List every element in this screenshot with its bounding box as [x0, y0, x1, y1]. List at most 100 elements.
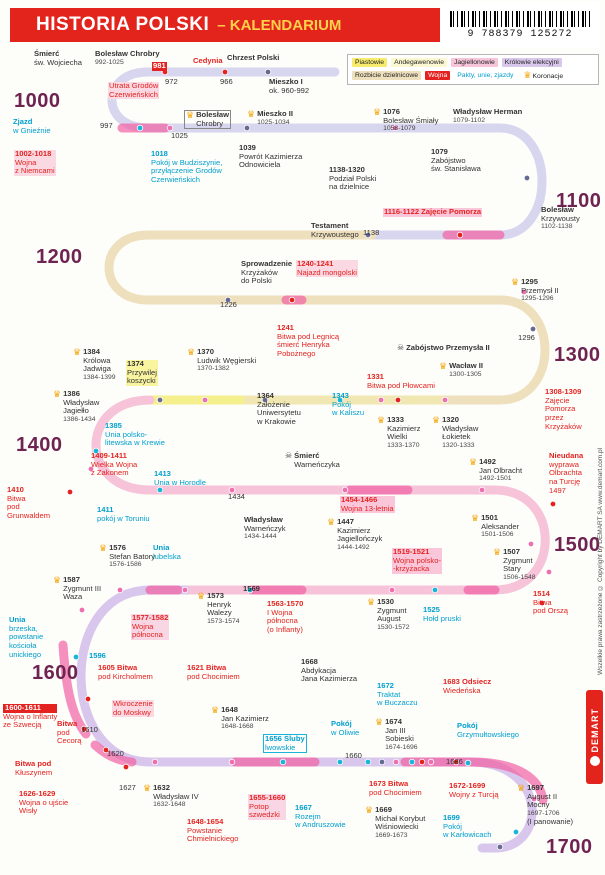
event-line: Mieszko II [257, 109, 293, 118]
timeline-event: ♛ 1507 Zygmunt Stary 1506-1548 [492, 547, 537, 582]
event-line: 966 [220, 77, 233, 86]
legend-item: Andegawenowie [391, 58, 447, 67]
event-text: Mieszko II 1025-1034 [257, 109, 293, 126]
event-line: I Wojna [267, 607, 293, 617]
year-label: 1600 [32, 662, 79, 684]
event-line: 1563-1570 [267, 599, 304, 608]
event-line: Waza [63, 592, 83, 602]
timeline-event: 1525 Hołd pruski [422, 605, 462, 623]
crown-icon: ♛ [143, 783, 152, 793]
crown-icon: ♛ [99, 543, 108, 553]
event-line: pod Kircholmem [98, 671, 153, 681]
event-text: 1296 [518, 333, 535, 343]
event-text: Pokój Grzymułtowskiego [457, 721, 519, 739]
crown-icon: ♛ [517, 783, 526, 793]
timeline-event: Pokój Grzymułtowskiego [456, 721, 520, 739]
event-dot [228, 758, 236, 766]
crown-icon: ♛ [511, 277, 520, 287]
event-line: 1241 [277, 323, 294, 332]
event-line: 1364 [257, 391, 274, 400]
event-line: Jan III [385, 725, 406, 735]
event-text: 1226 [220, 300, 237, 310]
timeline-event: 1596 [88, 651, 107, 661]
event-line: 1525 [423, 605, 440, 614]
event-line: 1600-1611 [3, 703, 58, 713]
event-line: Śmierć [34, 49, 60, 58]
timeline-event: ♛ 1697 August II Mocny 1697-1706 (I panowanie… [516, 783, 574, 826]
crown-icon: ♛ [523, 70, 532, 80]
event-line: 1492 [479, 457, 496, 466]
event-line: Olbrachta [549, 468, 582, 478]
event-text: 1501 Aleksander 1501-1506 [481, 513, 519, 539]
timeline-event: 1656 Śluby lwowskie [263, 734, 307, 754]
event-line: Henryk [207, 599, 232, 609]
event-line: pod Orszą [533, 606, 569, 616]
page-subtitle: – KALENDARIUM [217, 16, 342, 34]
event-line: 1683 Odsiecz [443, 677, 492, 686]
event-text: 1667 Rozejm w Andruszowie [295, 803, 346, 830]
event-line: 1626-1629 [19, 789, 56, 798]
event-text: 1530 Zygmunt August 1530-1572 [377, 597, 410, 632]
timeline-event: 1673 Bitwa pod Chocimiem [368, 779, 423, 797]
event-text: Cedynia [193, 56, 223, 66]
event-line: północna [267, 616, 298, 626]
event-line: 1079-1102 [453, 116, 485, 124]
event-line: północna [132, 630, 163, 640]
event-line: 1669-1673 [375, 831, 408, 839]
timeline-event: Bolesław Krzywousty 1102-1138 [540, 205, 581, 231]
timeline-event: 1138-1320 Podział Polski na dzielnice [328, 165, 377, 192]
event-line: 1573-1574 [207, 617, 240, 625]
event-dot [520, 288, 528, 296]
event-line: Unia [9, 615, 26, 624]
event-line: Stary [503, 564, 521, 574]
event-text: Bitwa pod Kłuszynem [15, 759, 53, 777]
timeline-event: 1514 Bitwa pod Orszą [532, 589, 569, 616]
event-line: 1605 Bitwa [98, 663, 138, 672]
timeline-event: Chrzest Polski [226, 53, 280, 63]
event-line: 1621 Bitwa [187, 663, 227, 672]
event-dot [392, 758, 400, 766]
event-dot [530, 795, 538, 803]
event-text: 1240-1241 Najazd mongolski [297, 259, 357, 277]
event-line: Wiśniowiecki [375, 822, 419, 832]
timeline-event: Bitwa pod Cecorą [56, 719, 82, 746]
event-dot [201, 396, 209, 404]
event-line: Warneńczyk [244, 523, 286, 533]
event-line: w Kaliszu [332, 408, 365, 418]
event-dot [224, 296, 232, 304]
legend-item: Piastowie [352, 58, 388, 67]
death-icon: ☠ [397, 343, 405, 352]
crown-icon: ♛ [247, 109, 256, 119]
event-line: Zygmunt III [63, 583, 102, 593]
event-line: Czerwieńskich [151, 174, 200, 184]
event-text: 1492 Jan Olbracht 1492-1501 [479, 457, 522, 483]
barcode: 9 788379 125272 [440, 2, 600, 48]
event-text: 1686 [446, 757, 463, 767]
timeline-event: 1569 [242, 584, 261, 594]
event-line: August [377, 614, 401, 624]
timeline-event: 1668 Abdykacja Jana Kazimierza [300, 657, 358, 684]
event-dot [336, 396, 344, 404]
event-line: Kłuszynem [15, 767, 53, 777]
event-line: 1370 [197, 347, 214, 356]
event-line: Sprowadzenie [241, 259, 293, 268]
event-line: 1610 [81, 725, 98, 734]
event-line: Nieudana [549, 451, 584, 460]
event-line: Rozejm [295, 811, 321, 821]
crown-icon: ♛ [327, 517, 336, 527]
legend-item: Jagiellonowie [450, 58, 498, 67]
event-line: Pobożnego [277, 348, 316, 358]
event-line: w Gnieźnie [13, 125, 51, 135]
event-text: Utrata Grodów Czerwieńskich [109, 81, 158, 99]
event-line: Odnowiciela [239, 160, 281, 170]
event-dot [394, 396, 402, 404]
event-line: Wojna polsko- [393, 555, 441, 565]
timeline-event: 1621 Bitwa pod Chocimiem [186, 663, 241, 681]
event-dot [549, 500, 557, 508]
event-dot [529, 325, 537, 333]
event-text: Władysław Herman 1079-1102 [453, 107, 522, 124]
event-line: Zabójstwo [431, 155, 466, 165]
event-line: przez [545, 412, 564, 422]
event-line: Bolesław [196, 110, 229, 119]
